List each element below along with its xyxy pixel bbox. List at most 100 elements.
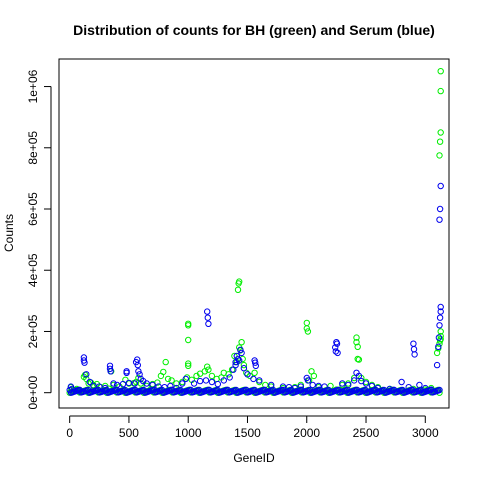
data-point [185, 336, 192, 344]
chart-title: Distribution of counts for BH (green) an… [73, 22, 435, 38]
data-point [237, 346, 244, 353]
data-point [240, 361, 248, 369]
data-point [411, 351, 418, 358]
y-tick-label: 4e+05 [26, 253, 40, 287]
data-point [436, 205, 444, 213]
data-point [435, 334, 443, 341]
data-point [433, 349, 441, 357]
data-point [190, 380, 198, 387]
data-point [353, 339, 360, 346]
data-point [437, 182, 444, 190]
baseline-band-1 [66, 386, 443, 396]
data-point [436, 152, 443, 159]
data-point [86, 378, 94, 386]
data-point [110, 380, 117, 387]
data-point [208, 378, 216, 386]
data-point [304, 328, 312, 335]
data-point [351, 377, 358, 384]
data-point [162, 358, 169, 366]
points-layer [66, 68, 444, 396]
data-point [433, 361, 441, 369]
data-point [131, 380, 139, 387]
x-axis-label: GeneID [233, 451, 275, 465]
data-point [410, 346, 418, 353]
data-point [238, 349, 245, 357]
data-point [220, 377, 228, 384]
data-point [81, 359, 88, 366]
data-point [354, 343, 361, 350]
x-tick-label: 1000 [175, 426, 202, 440]
data-point [232, 361, 239, 369]
data-point [332, 348, 339, 355]
data-point [160, 368, 167, 376]
data-point [252, 359, 259, 366]
data-point [310, 372, 318, 380]
series-0 [67, 68, 444, 395]
data-point [435, 343, 442, 350]
x-tick-label: 2000 [293, 426, 320, 440]
x-tick-label: 500 [119, 426, 139, 440]
data-point [339, 380, 346, 387]
data-point [437, 129, 444, 136]
data-point [240, 365, 248, 372]
data-point [205, 366, 212, 373]
y-tick-label: 8e+05 [26, 131, 40, 165]
data-point [436, 216, 443, 223]
data-point [334, 349, 341, 357]
data-point [107, 368, 114, 375]
data-point [355, 372, 363, 380]
y-axis-label: Counts [2, 214, 16, 252]
data-point [437, 328, 444, 335]
data-point [437, 68, 444, 75]
x-axis: 0 500 1000 1500 2000 2500 3000 [66, 415, 439, 440]
data-point [236, 357, 243, 364]
data-point [179, 380, 186, 387]
data-point [238, 339, 245, 346]
data-point [355, 356, 363, 363]
data-point [436, 322, 443, 329]
data-point [436, 340, 443, 347]
data-point [251, 369, 258, 376]
x-tick-label: 1500 [234, 426, 261, 440]
data-point [214, 380, 222, 388]
series-1 [67, 182, 444, 395]
data-point [437, 303, 444, 311]
data-point [119, 380, 127, 388]
plot-frame [58, 58, 450, 409]
data-point [204, 363, 211, 370]
data-point [173, 380, 180, 387]
x-tick-label: 2500 [353, 426, 380, 440]
data-point [125, 379, 133, 387]
data-point [303, 325, 310, 332]
data-point [234, 286, 242, 293]
data-point [410, 340, 417, 347]
data-point [362, 380, 370, 387]
data-point [208, 372, 216, 380]
x-tick-label: 0 [66, 426, 73, 440]
data-point [204, 308, 211, 315]
data-point [398, 378, 405, 386]
data-point [437, 335, 444, 343]
data-point [185, 360, 192, 367]
data-point [250, 375, 257, 383]
x-tick-label: 3000 [412, 426, 439, 440]
data-point [202, 377, 210, 384]
y-tick-label: 1e+06 [26, 69, 40, 103]
data-point [182, 375, 190, 383]
data-point [134, 361, 142, 369]
data-point [252, 362, 260, 369]
data-point [436, 138, 444, 145]
data-point [437, 332, 444, 340]
data-point [205, 320, 212, 327]
data-point [304, 377, 312, 384]
data-point [437, 308, 444, 315]
data-point [185, 320, 192, 327]
data-point [204, 314, 212, 321]
data-point [164, 375, 172, 383]
data-point [136, 371, 143, 378]
y-tick-label: 0e+00 [26, 376, 40, 410]
data-point [143, 380, 150, 387]
data-point [185, 362, 192, 369]
data-point [244, 371, 251, 378]
